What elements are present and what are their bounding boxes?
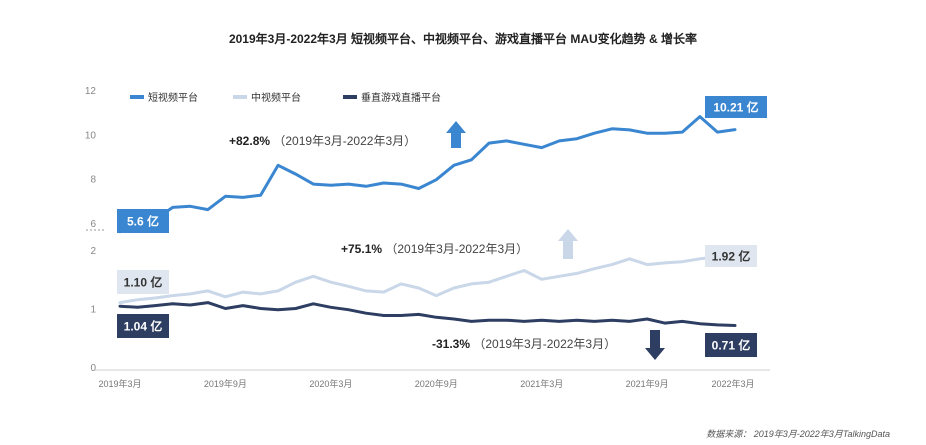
start-label-mid-video: 1.10 亿 bbox=[124, 275, 163, 290]
y-tick-label-upper: 6 bbox=[90, 219, 96, 230]
growth-annotation-mid-video-period: （2019年3月-2022年3月） bbox=[382, 242, 528, 256]
growth-annotation-game-live: -31.3% （2019年3月-2022年3月） bbox=[432, 337, 616, 351]
growth-annotation-mid-video-value: +75.1% bbox=[341, 242, 382, 256]
y-tick-label-upper: 10 bbox=[85, 130, 97, 141]
x-tick-label: 2021年9月 bbox=[626, 378, 669, 389]
growth-arrow-down-game-live bbox=[645, 330, 665, 360]
series-line-2 bbox=[118, 301, 737, 327]
growth-annotation-game-live-period: （2019年3月-2022年3月） bbox=[470, 337, 616, 351]
x-tick-label: 2019年9月 bbox=[204, 378, 247, 389]
x-tick-label: 2020年3月 bbox=[309, 378, 352, 389]
start-label-short-video: 5.6 亿 bbox=[127, 214, 159, 229]
growth-annotation-short-video-value: +82.8% bbox=[229, 134, 270, 148]
series-line-1 bbox=[118, 253, 737, 305]
y-tick-label-upper: 8 bbox=[90, 175, 96, 186]
x-tick-label: 2020年9月 bbox=[415, 378, 458, 389]
end-label-mid-video-box bbox=[705, 245, 757, 267]
end-label-short-video: 10.21 亿 bbox=[713, 100, 758, 115]
data-source-note: 数据来源： 2019年3月-2022年3月TalkingData bbox=[706, 429, 890, 439]
legend-swatch bbox=[233, 95, 247, 99]
y-tick-label-lower: 1 bbox=[90, 305, 96, 316]
x-tick-label: 2021年3月 bbox=[520, 378, 563, 389]
legend-swatch bbox=[130, 95, 144, 99]
start-label-game-live-box bbox=[117, 314, 169, 338]
end-label-short-video-box bbox=[705, 96, 767, 118]
growth-annotation-short-video: +82.8% （2019年3月-2022年3月） bbox=[229, 134, 416, 148]
growth-annotation-game-live-value: -31.3% bbox=[432, 337, 470, 351]
chart-title: 2019年3月-2022年3月 短视频平台、中视频平台、游戏直播平台 MAU变化… bbox=[228, 32, 698, 46]
legend-swatch bbox=[343, 95, 357, 99]
start-label-game-live: 1.04 亿 bbox=[124, 319, 163, 334]
y-tick-label-upper: 12 bbox=[85, 86, 97, 97]
growth-arrow-up-short-video bbox=[446, 121, 466, 148]
legend-label: 中视频平台 bbox=[251, 91, 301, 104]
start-label-short-video-box bbox=[117, 209, 169, 233]
end-label-mid-video: 1.92 亿 bbox=[712, 249, 751, 264]
growth-annotation-mid-video: +75.1% （2019年3月-2022年3月） bbox=[341, 242, 528, 256]
end-label-game-live-box bbox=[705, 333, 757, 357]
end-label-game-live: 0.71 亿 bbox=[712, 338, 751, 353]
legend-label: 垂直游戏直播平台 bbox=[361, 91, 441, 104]
x-tick-label: 2019年3月 bbox=[98, 378, 141, 389]
legend-label: 短视频平台 bbox=[148, 91, 198, 104]
growth-annotation-short-video-period: （2019年3月-2022年3月） bbox=[270, 134, 416, 148]
y-tick-label-lower: 0 bbox=[90, 363, 96, 374]
growth-arrow-up-mid-video bbox=[558, 229, 578, 259]
x-tick-label: 2022年3月 bbox=[711, 378, 754, 389]
start-label-mid-video-box bbox=[117, 270, 169, 294]
series-line-0 bbox=[118, 115, 737, 234]
y-tick-label-lower: 2 bbox=[90, 246, 96, 257]
